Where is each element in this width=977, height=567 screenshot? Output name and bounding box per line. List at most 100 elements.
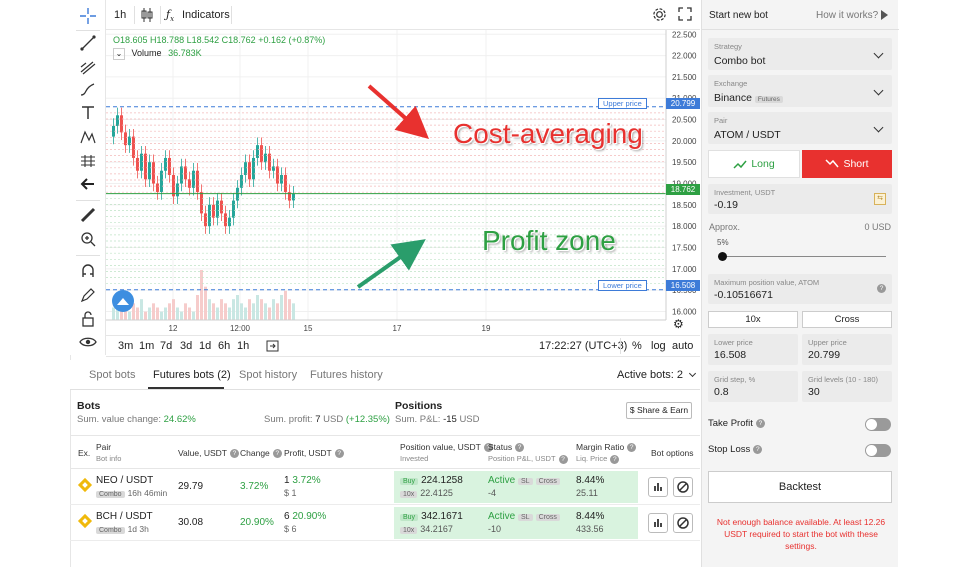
stats-button[interactable]: [648, 477, 668, 497]
brush-icon[interactable]: [78, 80, 98, 100]
help-icon[interactable]: ?: [753, 444, 763, 454]
investment-slider-track[interactable]: [718, 256, 886, 257]
tab-spot-bots[interactable]: Spot bots: [89, 369, 136, 381]
stop-bot-button[interactable]: [673, 477, 693, 497]
arrow-left-icon[interactable]: [78, 175, 98, 195]
active-bots-dropdown[interactable]: Active bots: 2: [617, 369, 697, 381]
lock-icon[interactable]: [78, 310, 98, 330]
help-icon[interactable]: ?: [483, 443, 493, 453]
percent-toggle[interactable]: %: [632, 340, 642, 352]
range-1d[interactable]: 1d: [199, 340, 212, 352]
eye-icon[interactable]: [78, 333, 98, 353]
help-icon[interactable]: ?: [558, 454, 568, 464]
how-it-works-link[interactable]: How it works?: [816, 10, 879, 21]
grid-levels-value: 30: [808, 386, 820, 398]
text-icon[interactable]: [78, 104, 98, 124]
range-1h[interactable]: 1h: [237, 340, 250, 352]
investment-value: -0.19: [714, 199, 738, 211]
help-icon[interactable]: ?: [515, 443, 525, 453]
price-chart[interactable]: 22.50022.00021.50021.00020.50020.00019.5…: [106, 30, 700, 335]
tab-futures-history[interactable]: Futures history: [310, 369, 383, 381]
help-icon[interactable]: ?: [229, 449, 239, 459]
volume-bar: [184, 303, 187, 320]
ruler-icon[interactable]: [78, 206, 98, 226]
help-icon[interactable]: ?: [877, 284, 886, 293]
indicators-button[interactable]: Indicators: [182, 9, 230, 21]
upper-price-input[interactable]: Upper price 20.799: [802, 334, 892, 365]
auto-toggle[interactable]: auto: [672, 340, 694, 352]
zoom-in-icon[interactable]: [78, 230, 98, 250]
collapse-legend-icon[interactable]: ⌄: [113, 48, 125, 60]
help-icon[interactable]: ?: [272, 449, 282, 459]
help-icon[interactable]: ?: [627, 443, 637, 453]
volume-bar: [272, 299, 275, 320]
grid-step-input[interactable]: Grid step, % 0.8: [708, 371, 798, 402]
sum-pnl-value: -15: [443, 414, 457, 425]
new-bot-panel: Start new bot How it works? Strategy Com…: [701, 0, 899, 567]
approx-value: 0 USD: [864, 222, 891, 232]
short-button[interactable]: Short: [802, 150, 892, 178]
strategy-select[interactable]: Strategy Combo bot: [708, 38, 892, 70]
lower-price-input[interactable]: Lower price 16.508: [708, 334, 798, 365]
volume-bar: [292, 303, 295, 320]
volume-bar: [276, 303, 279, 320]
y-tick-label: 19.500: [672, 158, 697, 167]
stop-loss-toggle[interactable]: [865, 444, 891, 457]
row-change: 3.72%: [240, 481, 269, 492]
fib-icon[interactable]: [78, 58, 98, 78]
margin-mode-button[interactable]: Cross: [802, 311, 892, 328]
range-6h[interactable]: 6h: [218, 340, 231, 352]
help-icon[interactable]: ?: [334, 449, 344, 459]
range-3d[interactable]: 3d: [180, 340, 193, 352]
investment-input[interactable]: Investment, USDT -0.19 ⇆: [708, 184, 892, 214]
sum-value-label: Sum. value change:: [77, 414, 161, 425]
range-7d[interactable]: 7d: [160, 340, 173, 352]
share-earn-button[interactable]: $ Share & Earn: [626, 402, 692, 419]
upper-price-value: 20.799: [808, 349, 841, 361]
candle-body: [272, 166, 275, 171]
candle-body: [204, 213, 207, 227]
long-button[interactable]: Long: [708, 150, 800, 178]
volume-bar: [240, 303, 243, 320]
col-margin-label: Margin Ratio: [576, 442, 625, 452]
topbar-divider: [231, 6, 232, 24]
backtest-button[interactable]: Backtest: [708, 471, 892, 503]
trend-line-icon[interactable]: [78, 34, 98, 54]
table-row[interactable]: BCH / USDT Combo 1d 3h 30.08 20.90% 6 20.…: [70, 505, 700, 541]
table-row[interactable]: NEO / USDT Combo 16h 46min 29.79 3.72% 1 …: [70, 469, 700, 505]
fullscreen-icon[interactable]: [678, 7, 692, 23]
chevron-down-icon: [873, 85, 884, 96]
function-icon[interactable]: ƒx: [166, 8, 175, 24]
pair-select[interactable]: Pair ATOM / USDT: [708, 112, 892, 144]
help-icon[interactable]: ?: [755, 418, 765, 428]
play-icon[interactable]: [881, 10, 888, 20]
crosshair-icon[interactable]: [78, 7, 98, 27]
investment-slider-handle[interactable]: [718, 252, 727, 261]
exchange-select[interactable]: Exchange Binance Futures: [708, 75, 892, 107]
col-options: Bot options: [651, 448, 694, 458]
stop-bot-button[interactable]: [673, 513, 693, 533]
log-toggle[interactable]: log: [651, 340, 666, 352]
stats-button[interactable]: [648, 513, 668, 533]
tab-spot-history[interactable]: Spot history: [239, 369, 298, 381]
sum-pnl-unit: USD: [459, 414, 480, 425]
chart-settings-icon[interactable]: ⚙: [673, 317, 684, 331]
tab-futures-bots[interactable]: Futures bots (2): [153, 369, 231, 381]
range-3m[interactable]: 3m: [118, 340, 134, 352]
pattern-icon[interactable]: [78, 128, 98, 148]
range-1m[interactable]: 1m: [139, 340, 155, 352]
help-icon[interactable]: ?: [610, 454, 620, 464]
chevron-down-icon: [689, 369, 697, 378]
forecast-icon[interactable]: [78, 152, 98, 172]
magnet-icon[interactable]: [78, 262, 98, 282]
swap-icon[interactable]: ⇆: [874, 193, 886, 205]
candle-type-icon[interactable]: [140, 7, 154, 23]
take-profit-toggle[interactable]: [865, 418, 891, 431]
pencil-lock-icon[interactable]: [78, 286, 98, 306]
interval-selector[interactable]: 1h: [114, 9, 127, 21]
grid-levels-input[interactable]: Grid levels (10 - 180) 30: [802, 371, 892, 402]
settings-icon[interactable]: [652, 7, 667, 23]
goto-date-icon[interactable]: [266, 340, 279, 355]
leverage-button[interactable]: 10x: [708, 311, 798, 328]
approx-label: Approx.: [709, 222, 741, 232]
